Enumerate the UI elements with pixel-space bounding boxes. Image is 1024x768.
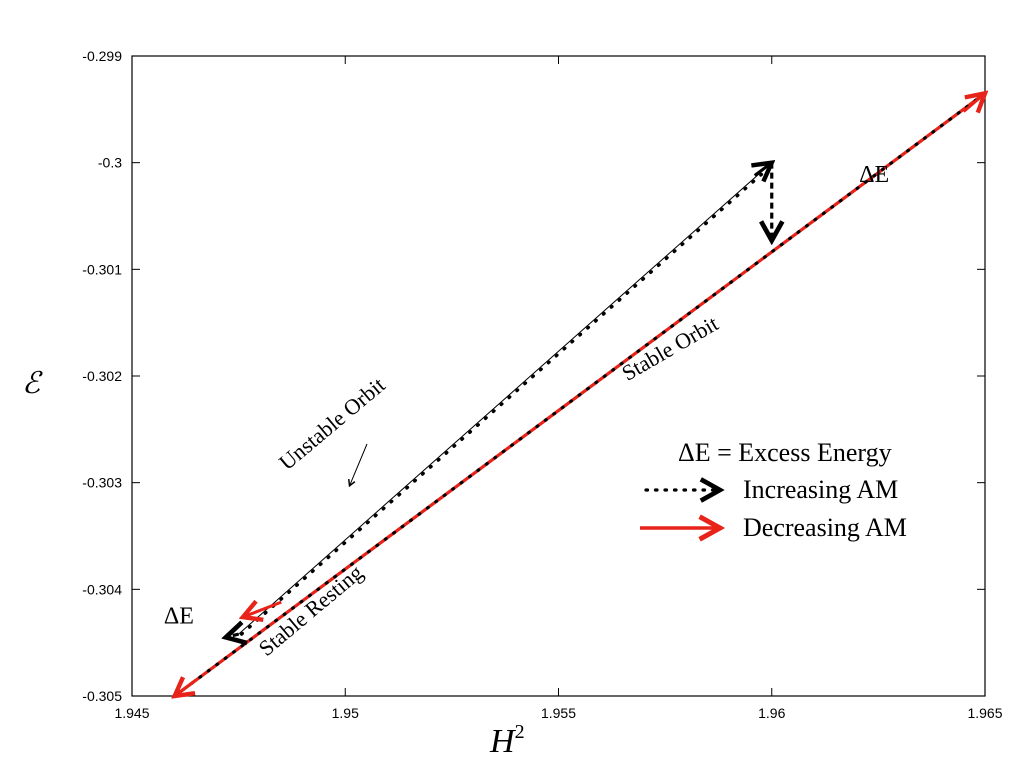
- y-tick-label-5: -0.304: [82, 581, 122, 597]
- x-tick-label-0: 1.945: [114, 705, 149, 721]
- y-tick-label-4: -0.303: [82, 475, 122, 491]
- delta-e-arrow-bottom: [226, 634, 239, 637]
- ticks: 1.945 1.95 1.955 1.96 1.965 -0.299 -0.3 -0.301 -…: [82, 48, 1002, 721]
- legend-title: ΔE = Excess Energy: [678, 438, 892, 467]
- unstable-orbit-pointer: [350, 443, 368, 486]
- y-tick-label-3: -0.302: [82, 368, 122, 384]
- annotation-delta-e-bottom: ΔE: [164, 603, 194, 629]
- annotation-delta-e-top: ΔE: [859, 162, 889, 188]
- black-arrow-top: [755, 163, 772, 176]
- series-line-2: [240, 161, 777, 636]
- x-tick-label-4: 1.965: [967, 705, 1002, 721]
- y-tick-label-2: -0.301: [82, 261, 122, 277]
- x-tick-label-3: 1.96: [758, 705, 785, 721]
- x-axis-label-exponent: 2: [515, 721, 525, 743]
- series: [175, 93, 985, 696]
- annotation-stable-orbit: Stable Orbit: [617, 311, 722, 386]
- y-tick-label-0: -0.299: [82, 48, 122, 64]
- annotation-stable-resting: Stable Resting: [254, 560, 368, 661]
- annotations: Unstable Orbit Stable Orbit Stable Resting…: [164, 162, 889, 661]
- red-arrow-top-right: [962, 93, 985, 111]
- y-axis-label: ℰ: [22, 367, 43, 400]
- x-axis-label: H2: [489, 721, 525, 760]
- red-arrow-bottom-left: [175, 680, 197, 696]
- series-line-3: [173, 91, 987, 698]
- plot-frame: [131, 55, 986, 697]
- y-tick-label-1: -0.3: [98, 155, 122, 171]
- legend: ΔE = Excess Energy Increasing AM Decreas…: [640, 438, 907, 542]
- x-tick-label-1: 1.95: [332, 705, 359, 721]
- y-tick-label-6: -0.305: [82, 688, 122, 704]
- x-axis-label-base: H: [489, 723, 517, 760]
- legend-label-increasing: Increasing AM: [743, 475, 898, 504]
- legend-label-decreasing: Decreasing AM: [743, 513, 907, 542]
- annotation-unstable-orbit: Unstable Orbit: [274, 372, 390, 475]
- x-tick-label-2: 1.955: [541, 705, 576, 721]
- red-arrow-unstable: [243, 602, 282, 617]
- series-line-1: [238, 162, 773, 635]
